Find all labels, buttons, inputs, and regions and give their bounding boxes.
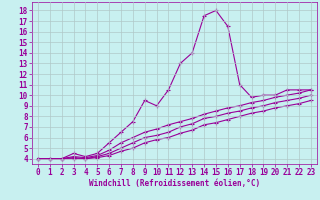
- X-axis label: Windchill (Refroidissement éolien,°C): Windchill (Refroidissement éolien,°C): [89, 179, 260, 188]
